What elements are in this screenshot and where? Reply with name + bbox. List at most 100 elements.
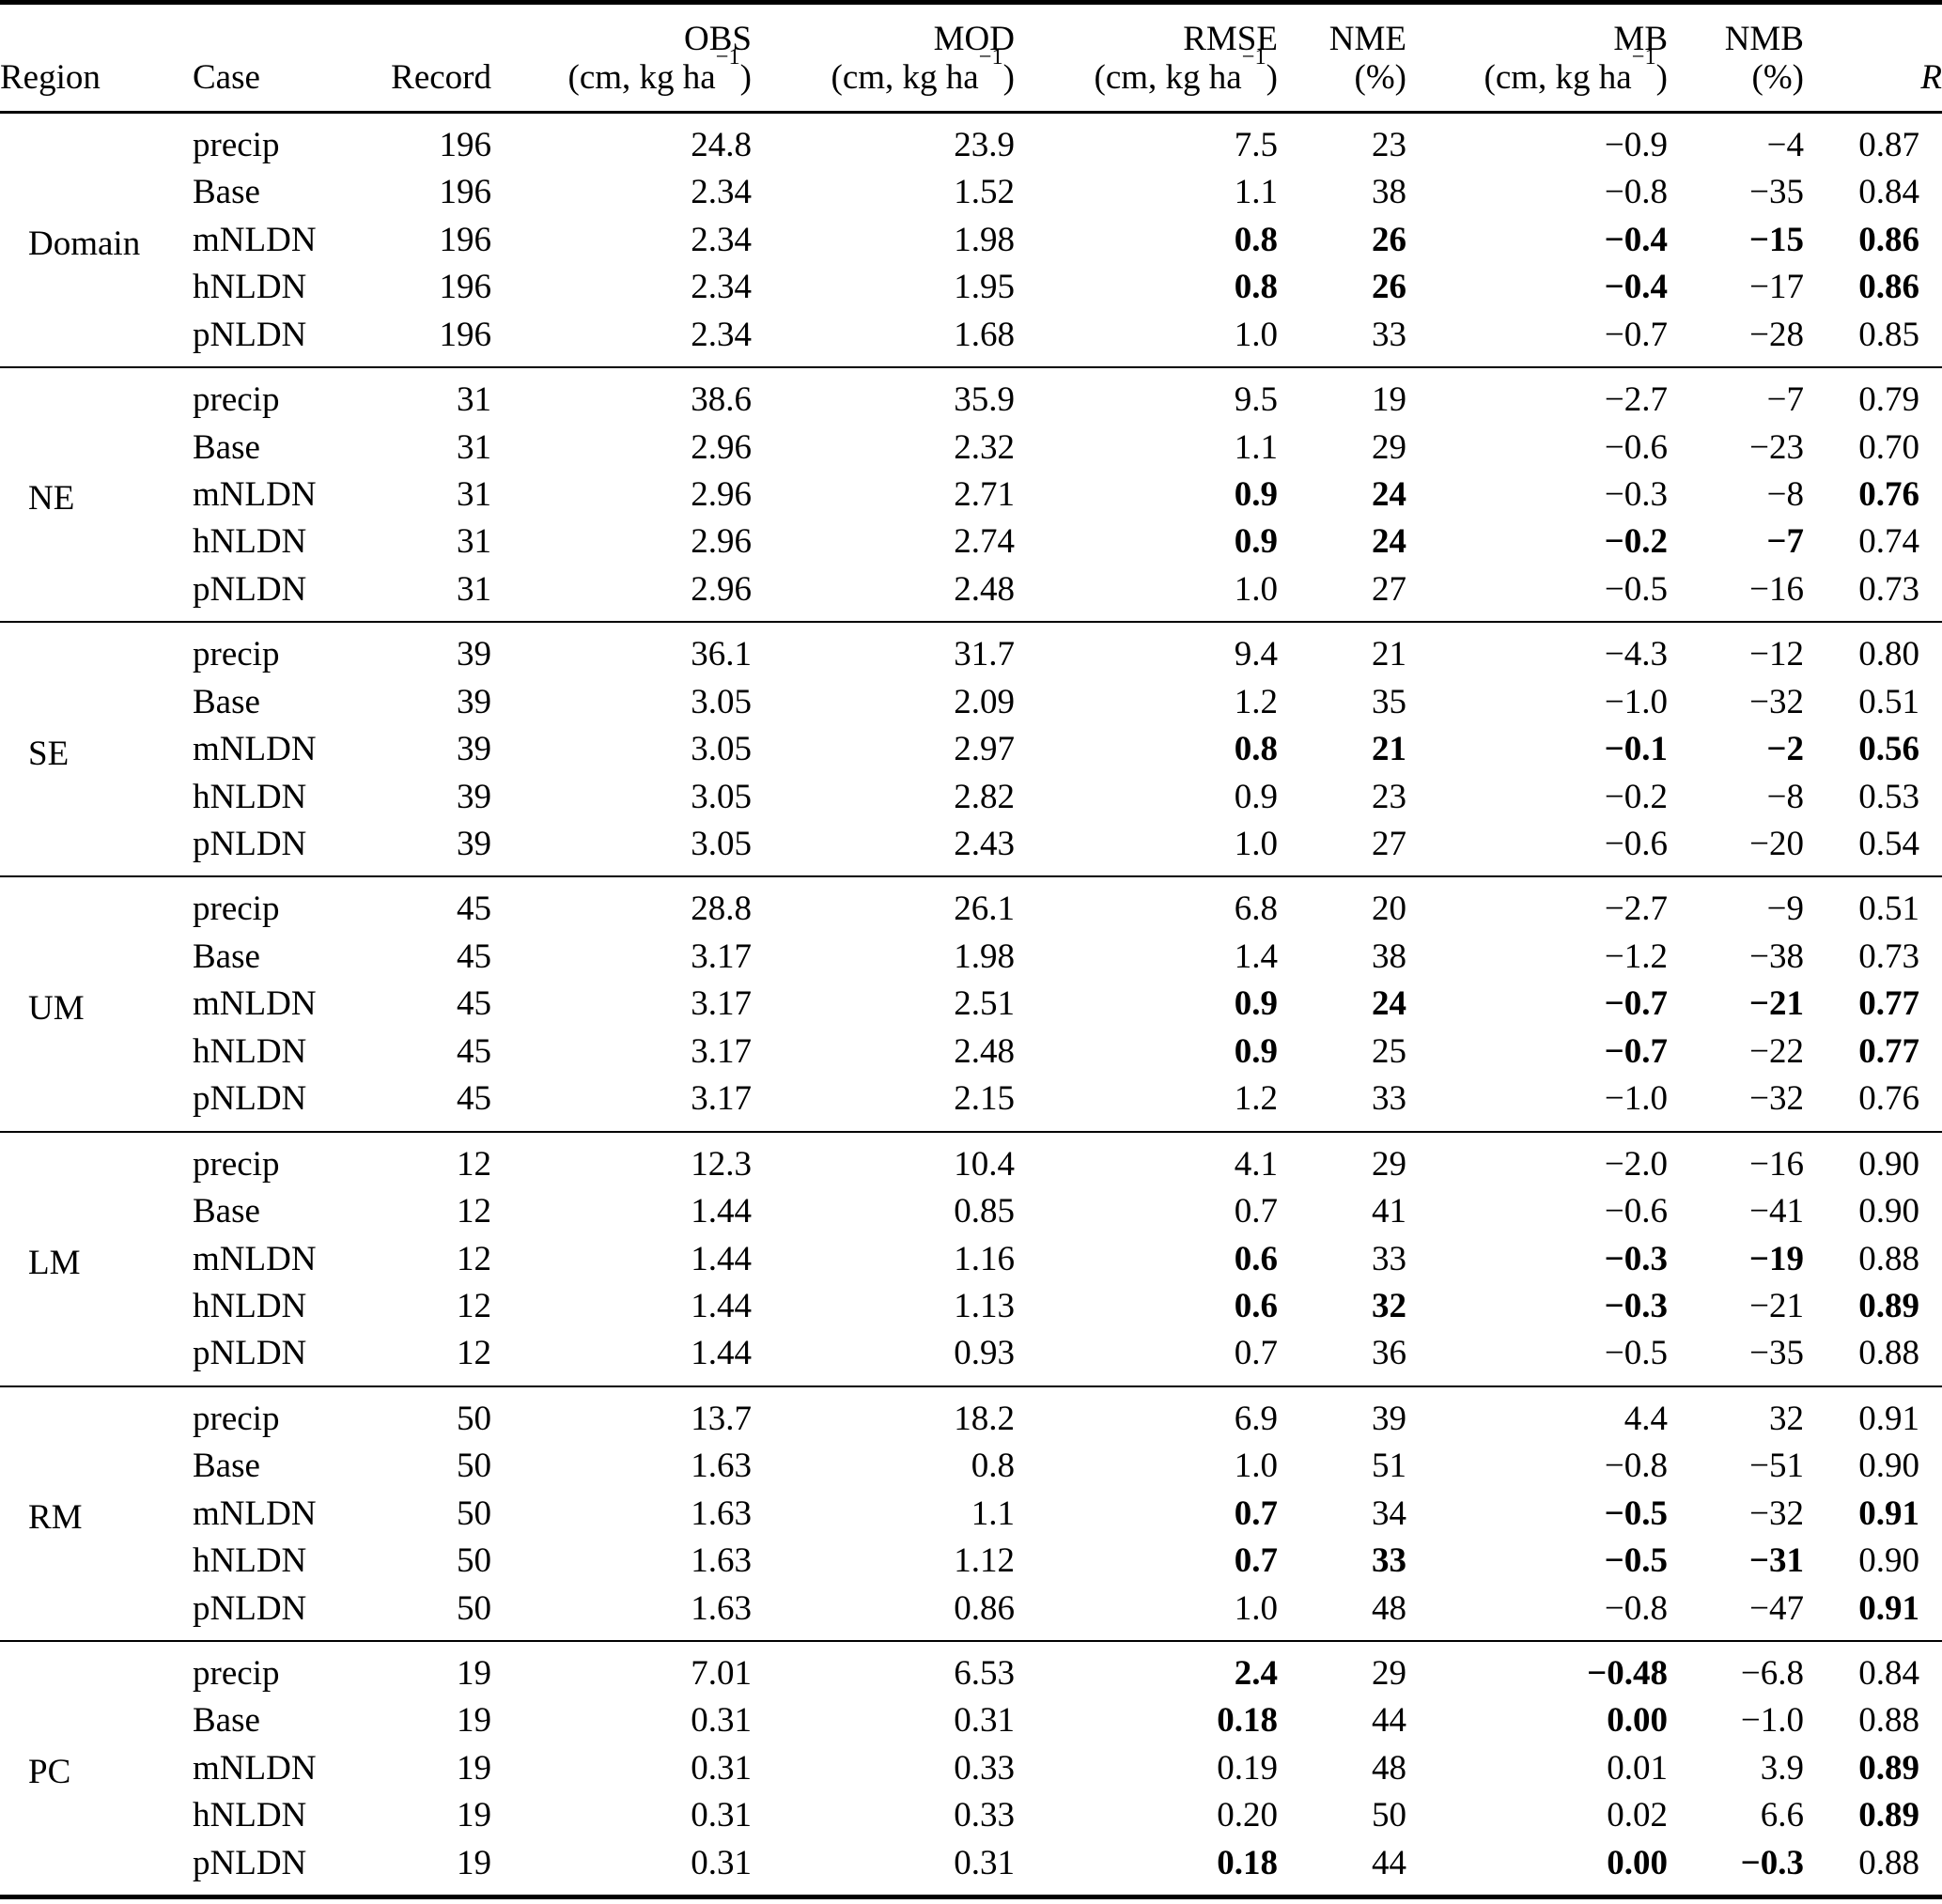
cell-case: pNLDN	[193, 315, 307, 354]
column-header-region	[0, 3, 193, 59]
cell-r: 0.88	[1858, 1701, 1919, 1741]
cell-nme: 38	[1372, 937, 1406, 976]
cell-record: 19	[457, 1796, 491, 1835]
cell-mb: −0.5	[1604, 569, 1668, 609]
cell-r: 0.88	[1858, 1334, 1919, 1373]
cell-nme: 29	[1372, 1144, 1406, 1184]
cell-mod: 1.1	[971, 1494, 1015, 1533]
cell-mod: 1.13	[954, 1286, 1015, 1325]
cell-mod: 23.9	[954, 125, 1015, 164]
cell-rmse: 1.2	[1234, 682, 1278, 721]
cell-obs: 38.6	[691, 380, 752, 420]
cell-case: pNLDN	[193, 825, 307, 863]
column-unit-region: Region	[0, 58, 101, 98]
cell-rmse: 9.4	[1234, 635, 1278, 674]
cell-nme: 33	[1372, 1239, 1406, 1278]
cell-nmb: −32	[1749, 1079, 1804, 1119]
cell-case: pNLDN	[193, 569, 307, 609]
cell-nme: 24	[1372, 984, 1406, 1024]
cell-obs: 2.96	[691, 522, 752, 562]
cell-mod: 2.32	[954, 427, 1015, 467]
cell-nmb: −19	[1748, 1239, 1804, 1278]
cell-r: 0.53	[1858, 777, 1919, 816]
table-row: pNLDN 45 3.17 2.15 1.2 33 −1.0 −32 0.76	[0, 1075, 1942, 1131]
cell-mb: −0.7	[1604, 1031, 1668, 1071]
cell-nmb: −12	[1749, 635, 1804, 674]
cell-rmse: 0.7	[1234, 1541, 1278, 1581]
cell-nme: 33	[1372, 315, 1406, 354]
cell-nmb: −41	[1749, 1192, 1804, 1231]
cell-obs: 7.01	[691, 1654, 752, 1693]
cell-record: 196	[439, 315, 492, 354]
table-row: pNLDN 31 2.96 2.48 1.0 27 −0.5 −16 0.73	[0, 565, 1942, 622]
cell-r: 0.90	[1858, 1541, 1919, 1581]
cell-record: 45	[457, 984, 491, 1024]
cell-record: 196	[439, 268, 492, 307]
cell-nme: 48	[1372, 1588, 1406, 1628]
cell-r: 0.73	[1858, 569, 1919, 609]
cell-nme: 33	[1372, 1079, 1406, 1119]
cell-nme: 32	[1372, 1286, 1406, 1325]
cell-r: 0.87	[1858, 125, 1919, 164]
cell-r: 0.89	[1858, 1796, 1919, 1835]
cell-nme: 27	[1372, 569, 1406, 609]
cell-rmse: 1.0	[1234, 1447, 1278, 1486]
cell-nmb: −16	[1749, 1144, 1804, 1184]
cell-obs: 0.31	[691, 1796, 752, 1835]
cell-obs: 2.96	[691, 569, 752, 609]
cell-nmb: −16	[1749, 569, 1804, 609]
cell-rmse: 0.7	[1234, 1192, 1278, 1231]
cell-nmb: −15	[1748, 220, 1804, 259]
cell-record: 45	[457, 890, 491, 929]
cell-nme: 33	[1372, 1541, 1406, 1581]
table-row: mNLDN 39 3.05 2.97 0.8 21 −0.1 −2 0.56	[0, 725, 1942, 772]
cell-obs: 3.05	[691, 825, 752, 863]
table-row: pNLDN 39 3.05 2.43 1.0 27 −0.6 −20 0.54	[0, 820, 1942, 876]
region-label: LM	[28, 1244, 81, 1282]
table-row: mNLDN 31 2.96 2.71 0.9 24 −0.3 −8 0.76	[0, 471, 1942, 518]
cell-mod: 0.31	[954, 1701, 1015, 1741]
cell-record: 12	[457, 1192, 491, 1231]
cell-rmse: 0.9	[1234, 984, 1278, 1024]
cell-mb: −0.5	[1604, 1334, 1668, 1373]
cell-nmb: −4	[1766, 125, 1804, 164]
region-group-PC: PC precip 19 7.01 6.53 2.4 29 −0.48 −6.8 0.84 Base…	[0, 1641, 1942, 1897]
cell-nmb: −7	[1766, 380, 1804, 420]
cell-r: 0.76	[1858, 474, 1919, 514]
cell-mb: −0.6	[1604, 825, 1668, 863]
column-header-case	[193, 3, 366, 59]
cell-r: 0.84	[1858, 173, 1919, 212]
cell-r: 0.77	[1858, 1031, 1919, 1071]
cell-rmse: 0.20	[1217, 1796, 1278, 1835]
cell-nme: 34	[1372, 1494, 1406, 1533]
cell-rmse: 0.6	[1234, 1286, 1278, 1325]
cell-record: 39	[457, 825, 491, 863]
cell-r: 0.90	[1858, 1144, 1919, 1184]
cell-mb: −0.2	[1604, 522, 1668, 562]
cell-nme: 51	[1372, 1447, 1406, 1486]
cell-record: 31	[457, 569, 491, 609]
table-row: pNLDN 12 1.44 0.93 0.7 36 −0.5 −35 0.88	[0, 1329, 1942, 1385]
cell-rmse: 1.4	[1234, 937, 1278, 976]
cell-nmb: −20	[1749, 825, 1804, 863]
cell-rmse: 1.1	[1234, 173, 1278, 212]
cell-case: hNLDN	[193, 268, 307, 307]
cell-nme: 20	[1372, 890, 1406, 929]
table-row: mNLDN 45 3.17 2.51 0.9 24 −0.7 −21 0.77	[0, 980, 1942, 1027]
cell-obs: 28.8	[691, 890, 752, 929]
cell-mod: 0.33	[954, 1796, 1015, 1835]
cell-case: Base	[193, 1192, 260, 1231]
cell-record: 50	[457, 1541, 491, 1581]
cell-record: 31	[457, 522, 491, 562]
cell-mod: 2.48	[954, 569, 1015, 609]
table-row: Base 19 0.31 0.31 0.18 44 0.00 −1.0 0.88	[0, 1696, 1942, 1743]
cell-r: 0.80	[1858, 635, 1919, 674]
cell-nme: 24	[1372, 474, 1406, 514]
table-row: mNLDN 196 2.34 1.98 0.8 26 −0.4 −15 0.86	[0, 216, 1942, 263]
cell-nme: 21	[1372, 635, 1406, 674]
cell-nmb: −35	[1749, 173, 1804, 212]
cell-nme: 50	[1372, 1796, 1406, 1835]
cell-r: 0.88	[1858, 1843, 1919, 1882]
cell-r: 0.77	[1858, 984, 1919, 1024]
